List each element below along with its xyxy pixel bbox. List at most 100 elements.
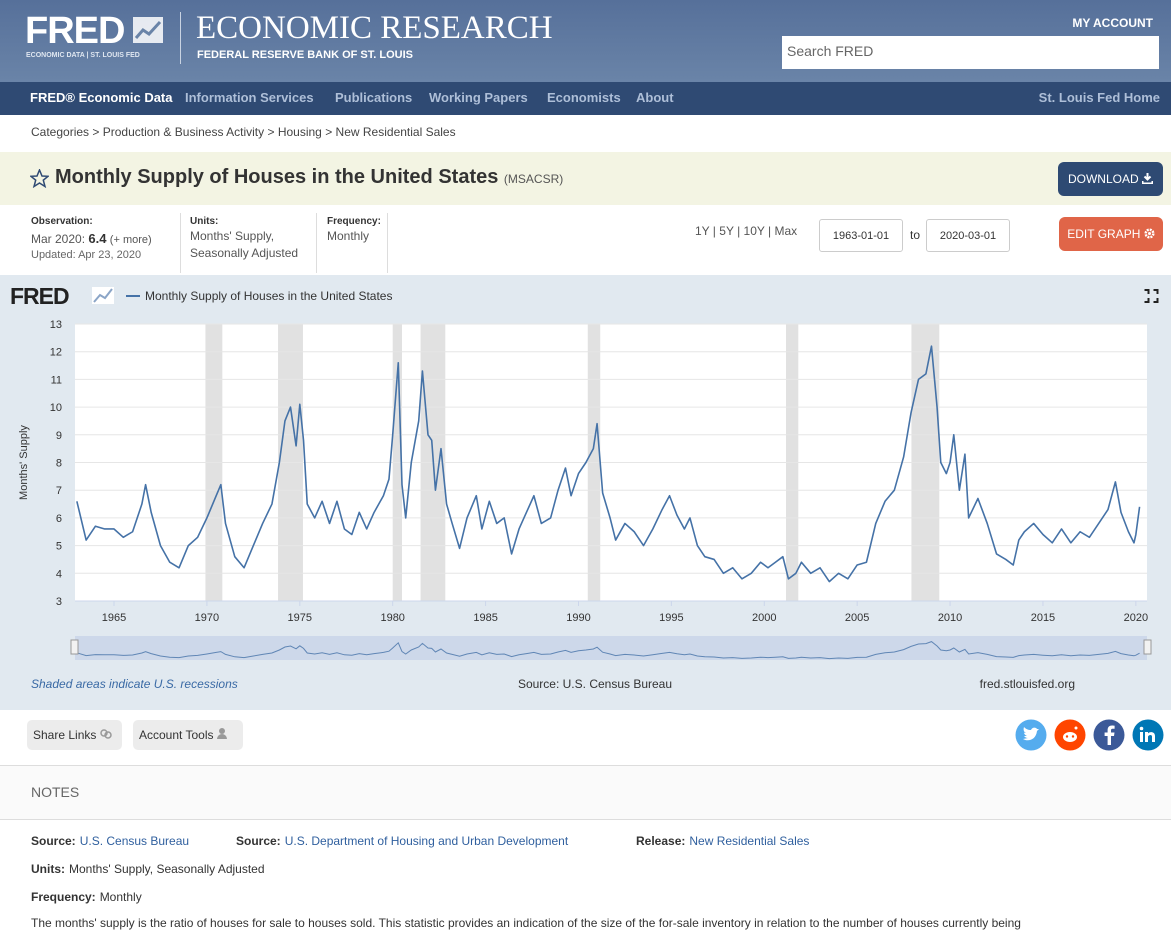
range[interactable]: 5Y [709,224,733,238]
y-tick-label: 12 [50,347,62,359]
units-label: Units: [190,216,219,227]
divider [180,213,181,273]
note-label: Source: [236,834,281,848]
search-box[interactable]: Search FRED [782,36,1159,69]
share-links[interactable]: Share Links [27,720,122,750]
crumb[interactable]: New Residential Sales [322,125,456,139]
my-account[interactable]: MY ACCOUNT [1072,16,1153,30]
range[interactable]: 1Y [695,224,710,238]
x-tick-label: 2020 [1124,612,1148,624]
nav-item[interactable]: Economists [547,90,621,105]
navigator-handle[interactable] [1143,639,1152,655]
freq-label: Frequency: [327,216,381,227]
download-icon [1141,173,1154,185]
edit-graph-button[interactable]: EDIT GRAPH [1059,217,1163,251]
note-link[interactable]: U.S. Census Bureau [79,834,190,848]
y-tick-label: 6 [56,513,62,525]
crumb[interactable]: Housing [264,125,322,139]
navigator-handle[interactable] [70,639,79,655]
updated: Updated: Apr 23, 2020 [31,249,142,261]
gear-icon [1144,228,1155,239]
series-line [76,345,1141,583]
link-icon [99,729,112,739]
units: Seasonally Adjusted [190,246,299,260]
nav-item[interactable]: About [636,90,674,105]
x-tick-label: 1990 [566,612,590,624]
y-tick-label: 5 [56,541,62,553]
obs-line: Mar 2020: 6.4 (+ more) [31,231,152,246]
obs-label: Observation: [31,216,93,227]
nav-item[interactable]: Information Services [185,90,314,105]
note-label: Release: [636,834,686,848]
x-tick-label: 1975 [288,612,312,624]
divider [387,213,388,273]
chart-logo-icon [92,287,114,304]
note-line: Release: New Residential Sales [636,834,809,848]
y-tick-label: 7 [56,485,62,497]
chart-site: fred.stlouisfed.org [980,677,1075,691]
note-text: The months' supply is the ratio of house… [31,916,1021,930]
chart-logo-icon [93,288,113,303]
download-button[interactable]: DOWNLOAD [1058,162,1163,196]
note-link[interactable]: U.S. Department of Housing and Urban Dev… [284,834,569,848]
x-tick-label: 1980 [380,612,404,624]
date-from[interactable]: 1963-01-01 [819,219,903,252]
note-line: Source: U.S. Department of Housing and Ur… [236,834,568,848]
units: Months' Supply, [190,229,275,243]
nav-item[interactable]: FRED® Economic Data [30,90,173,105]
frequency: Monthly [327,229,370,243]
note-label: Units: [31,862,65,876]
download-label: DOWNLOAD [1067,172,1139,186]
site-title[interactable]: ECONOMIC RESEARCH [196,10,553,46]
account-tools[interactable]: Account Tools [133,720,243,750]
note-line: Units: Months' Supply, Seasonally Adjuste… [31,862,265,876]
recession-note[interactable]: Shaded areas indicate U.S. recessions [31,677,238,691]
divider [316,213,317,273]
y-tick-label: 3 [56,596,62,608]
note-line: Source: U.S. Census Bureau [31,834,189,848]
star-icon[interactable] [30,169,49,188]
divider [180,12,181,64]
range[interactable]: 10Y [734,224,765,238]
y-tick-label: 13 [50,319,62,331]
y-tick-label: 11 [51,374,62,386]
logo-icon [133,17,163,43]
user-icon [216,728,227,739]
y-tick-label: 9 [56,430,62,442]
note-link[interactable]: New Residential Sales [689,834,810,848]
x-tick-label: 2010 [938,612,962,624]
tools-label: Account Tools [139,728,214,742]
y-tick-label: 10 [50,402,62,414]
x-tick-label: 1970 [195,612,219,624]
chart-logo: FRED [10,283,69,309]
to-label: to [910,228,921,242]
note-label: Frequency: [31,890,96,904]
chart-source: Source: U.S. Census Bureau [518,677,672,691]
x-tick-label: 2005 [845,612,869,624]
share-label: Share Links [33,728,97,742]
logo[interactable]: FRED [25,10,125,52]
date-to[interactable]: 2020-03-01 [926,219,1010,252]
nav-item[interactable]: St. Louis Fed Home [1038,90,1160,105]
note-line: Frequency: Monthly [31,890,142,904]
navigator-line [76,641,1140,660]
crumb[interactable]: Categories [31,125,90,139]
plot: 3 4 5 6 7 8 9 10 11 12 13 1965 1970 1975 1980 1985 1990 1… [18,319,1148,624]
logo-sub: ECONOMIC DATA | ST. LOUIS FED [26,52,140,59]
fullscreen-icon[interactable] [1144,289,1159,303]
nav-item[interactable]: Publications [335,90,413,105]
edit-label: EDIT GRAPH [1067,227,1141,241]
social-icons [1015,719,1164,751]
crumb[interactable]: Production & Business Activity [89,125,264,139]
nav-item[interactable]: Working Papers [429,90,528,105]
y-tick-label: 8 [56,458,62,470]
nav-bar: FRED® Economic Data Information Services… [0,82,1171,115]
series-title-text: Monthly Supply of Houses in the United S… [55,166,499,188]
navigator [76,641,1140,660]
breadcrumb: CategoriesProduction & Business Activity… [31,125,456,139]
range-links: 1Y5Y10YMax [695,224,797,238]
more-link[interactable]: (+ more) [109,234,152,246]
note-label: Source: [31,834,76,848]
range[interactable]: Max [765,224,797,238]
